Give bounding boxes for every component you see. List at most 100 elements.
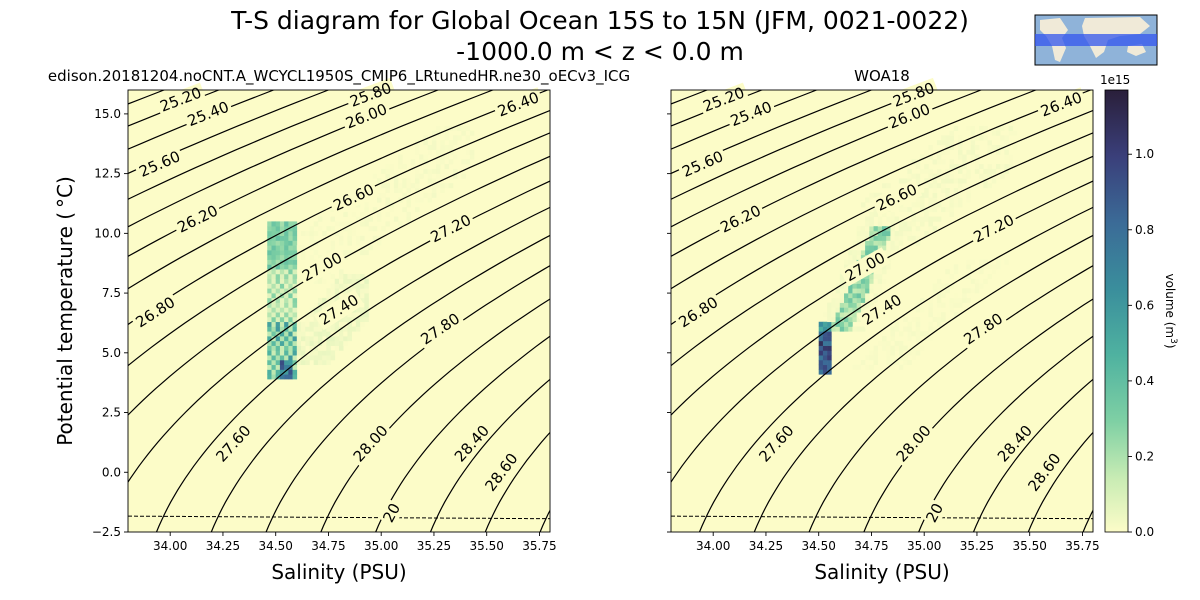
histogram-cell [301, 245, 306, 251]
histogram-cell [351, 226, 357, 232]
histogram-cell [869, 235, 874, 241]
histogram-cell [882, 235, 887, 241]
histogram-cell [936, 293, 942, 299]
histogram-cell [431, 130, 437, 136]
histogram-cell [856, 235, 862, 241]
histogram-cell [873, 278, 879, 284]
histogram-cell [360, 211, 365, 217]
histogram-cell [966, 173, 971, 179]
histogram-cell [818, 350, 824, 356]
histogram-cell [393, 183, 399, 189]
histogram-cell [911, 216, 917, 222]
colorbar-label: volume (m3) [1163, 273, 1178, 348]
histogram-cell [317, 345, 323, 351]
histogram-cell [284, 235, 289, 241]
histogram-cell [440, 168, 445, 174]
histogram-cell [890, 326, 895, 332]
x-tick-label: 35.75 [1065, 539, 1099, 553]
histogram-cell [385, 164, 390, 170]
histogram-cell [288, 307, 293, 313]
histogram-cell [381, 192, 386, 198]
histogram-cell [279, 316, 285, 323]
histogram-cell [924, 331, 929, 337]
histogram-cell [898, 340, 904, 346]
histogram-cell [275, 302, 281, 308]
histogram-cell [410, 164, 416, 170]
histogram-cell [882, 211, 887, 217]
histogram-cell [979, 269, 984, 275]
histogram-cell [991, 130, 997, 136]
histogram-cell [962, 288, 967, 294]
histogram-cell [347, 221, 352, 227]
histogram-cell [919, 202, 925, 208]
histogram-cell [974, 154, 980, 160]
histogram-cell [844, 288, 849, 294]
histogram-cell [898, 350, 904, 356]
histogram-cell [296, 321, 302, 327]
histogram-cell [941, 312, 946, 318]
histogram-cell [877, 226, 883, 232]
histogram-cell [427, 149, 433, 155]
histogram-cell [444, 125, 450, 131]
histogram-cell [360, 316, 365, 323]
histogram-cell [860, 254, 866, 260]
density-contour-line [671, 90, 1093, 290]
histogram-cell [924, 149, 929, 155]
histogram-cell [343, 326, 348, 332]
histogram-cell [898, 221, 904, 227]
histogram-cell [928, 312, 933, 318]
contour-label-bg [673, 291, 724, 333]
histogram-cell [267, 340, 272, 346]
contour-label-bg [698, 82, 750, 117]
histogram-cell [414, 173, 420, 179]
histogram-cell [949, 307, 955, 313]
histogram-cell [347, 283, 352, 289]
histogram-cell [288, 359, 293, 366]
histogram-cell [343, 288, 348, 294]
histogram-cell [903, 359, 908, 366]
histogram-cell [355, 288, 361, 294]
histogram-cell [907, 230, 912, 237]
histogram-cell [271, 307, 276, 313]
histogram-cell [301, 350, 306, 356]
histogram-cell [903, 178, 908, 184]
histogram-cell [275, 269, 281, 275]
density-contour-line [128, 90, 550, 290]
histogram-cell [317, 297, 323, 303]
histogram-cell [326, 345, 331, 351]
histogram-cell [347, 240, 352, 246]
histogram-cell [856, 288, 862, 294]
histogram-cell [831, 326, 836, 332]
histogram-cell [284, 226, 289, 232]
histogram-cell [271, 312, 276, 318]
y-tick-label: 12.5 [94, 167, 121, 181]
contour-label-bg [1035, 87, 1087, 122]
histogram-cell [919, 221, 925, 227]
histogram-cell [966, 168, 971, 174]
histogram-cell [376, 178, 382, 184]
figure-title-line2: -1000.0 m < z < 0.0 m [456, 37, 744, 66]
histogram-cell [275, 340, 281, 346]
histogram-cell [945, 140, 950, 146]
histogram-cell [983, 168, 988, 174]
histogram-cell [844, 283, 849, 289]
histogram-cell [347, 273, 352, 280]
y-tick-label: 5.0 [102, 346, 121, 360]
histogram-cell [924, 164, 929, 170]
histogram-cell [911, 235, 917, 241]
colorbar-label-main: volume (m [1163, 273, 1177, 338]
histogram-cell [275, 230, 281, 237]
histogram-cell [385, 197, 390, 203]
histogram-cell [962, 293, 967, 299]
histogram-cell [928, 302, 933, 308]
histogram-cell [296, 359, 302, 366]
histogram-cell [932, 283, 938, 289]
histogram-cell [431, 183, 437, 189]
histogram-cell [995, 149, 1001, 155]
histogram-cell [275, 369, 281, 375]
histogram-cell [296, 340, 302, 346]
histogram-cell [987, 173, 993, 179]
histogram-cell [305, 326, 310, 332]
histogram-cell [873, 245, 879, 251]
contour-label-bg [992, 419, 1038, 468]
